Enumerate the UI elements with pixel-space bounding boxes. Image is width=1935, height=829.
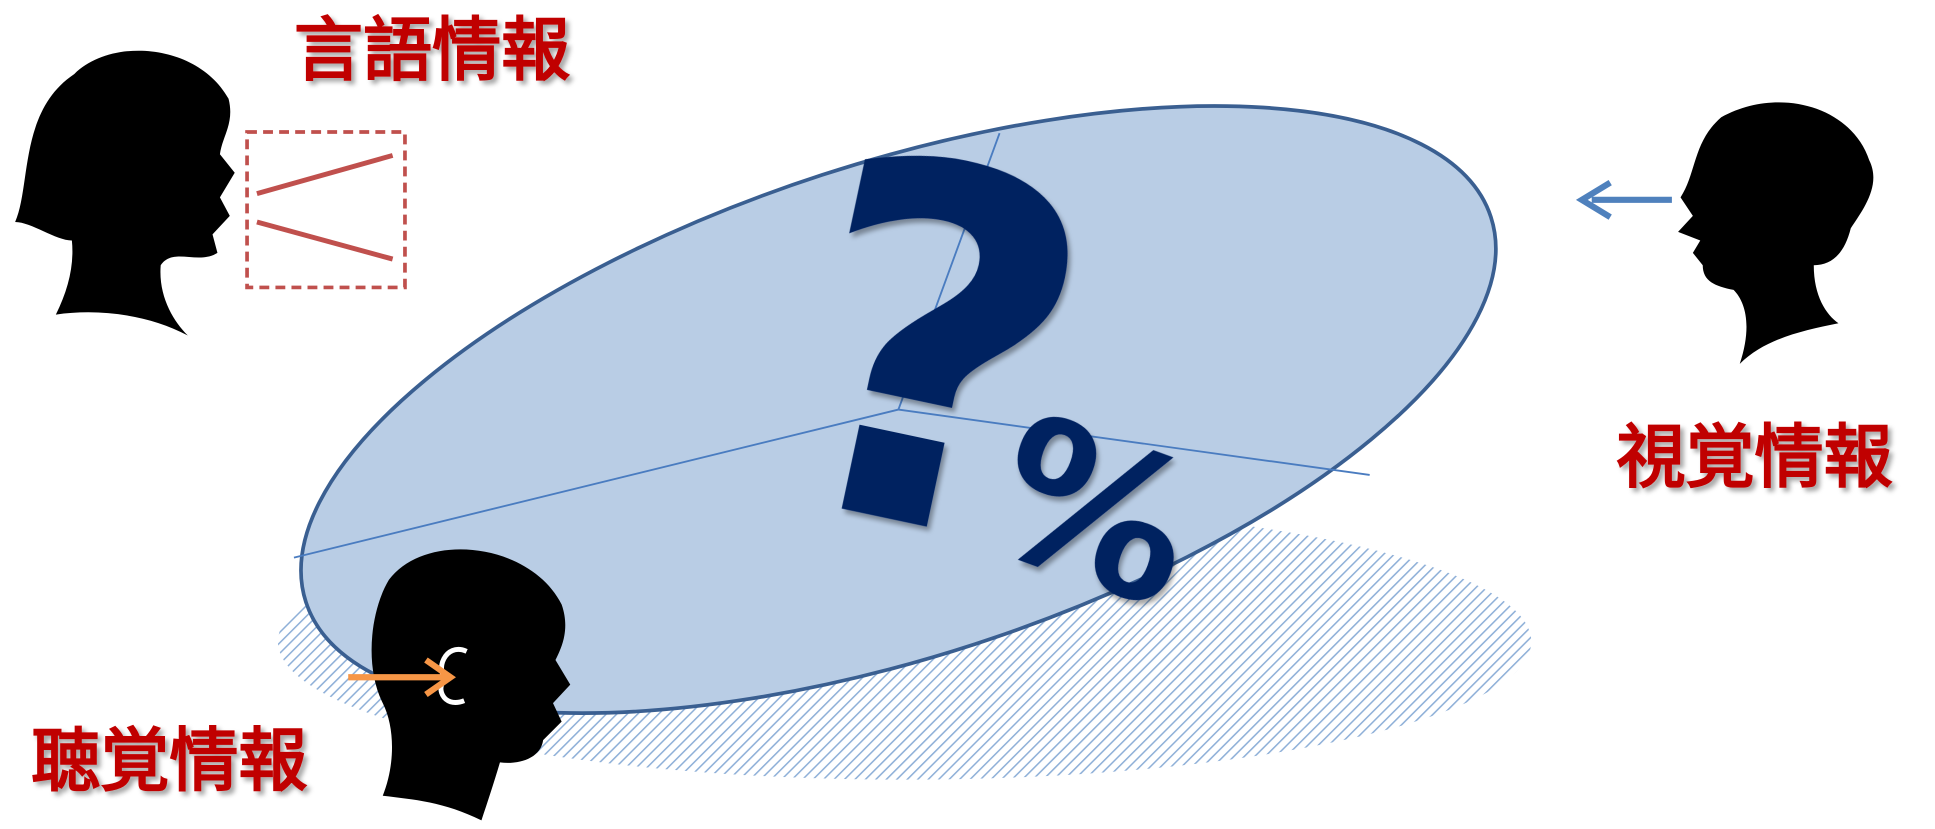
speaker-silhouette [15, 50, 235, 336]
viewer-silhouette [1678, 102, 1874, 364]
verbal-label: 言語情報 [294, 11, 571, 91]
speech-line [256, 153, 394, 197]
speech-line [256, 219, 394, 262]
speech-box [245, 130, 407, 290]
visual-label: 視覚情報 [1616, 418, 1893, 498]
listener-silhouette [371, 549, 571, 821]
pie-dividers [293, 132, 1370, 559]
auditory-label: 聴覚情報 [31, 722, 308, 802]
sight-arrow-head [1575, 179, 1612, 220]
sound-arrow-head [424, 657, 456, 698]
